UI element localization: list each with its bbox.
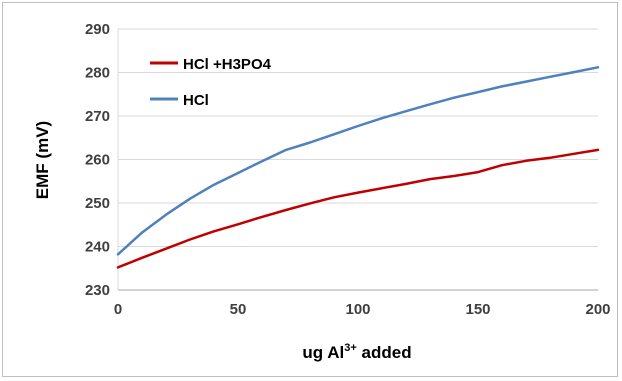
x-tick-label: 100 — [345, 301, 370, 318]
y-tick-label: 240 — [85, 239, 110, 256]
legend-label-hcl: HCl — [183, 92, 209, 109]
y-tick-label: 230 — [85, 282, 110, 299]
axes — [117, 29, 598, 291]
x-axis-title: ug Al3+ added — [302, 342, 411, 362]
x-tick-label: 150 — [465, 301, 490, 318]
x-tick-label: 50 — [230, 301, 247, 318]
chart-frame — [2, 2, 618, 377]
x-axis-title-superscript: 3+ — [344, 342, 357, 354]
y-axis-title: EMF (mV) — [33, 121, 52, 199]
y-tick-label: 290 — [85, 21, 110, 38]
legend: HCl +H3PO4 HCl — [150, 56, 272, 109]
y-tick-label: 280 — [85, 65, 110, 82]
tick-labels: 230 240 250 260 270 280 290 0 50 100 150 200 — [85, 21, 611, 318]
x-tick-label: 200 — [585, 301, 610, 318]
y-tick-label: 260 — [85, 152, 110, 169]
series-line-hcl-h3po4 — [116, 148, 600, 269]
gridlines — [118, 28, 598, 247]
series-line-hcl — [116, 66, 600, 256]
x-axis-title-suffix: added — [357, 343, 412, 362]
legend-label-hcl-h3po4: HCl +H3PO4 — [183, 56, 272, 73]
y-tick-label: 270 — [85, 108, 110, 125]
y-tick-label: 250 — [85, 195, 110, 212]
x-axis-title-main: ug Al — [302, 343, 344, 362]
series-lines — [116, 66, 600, 269]
x-tick-label: 0 — [114, 301, 122, 318]
